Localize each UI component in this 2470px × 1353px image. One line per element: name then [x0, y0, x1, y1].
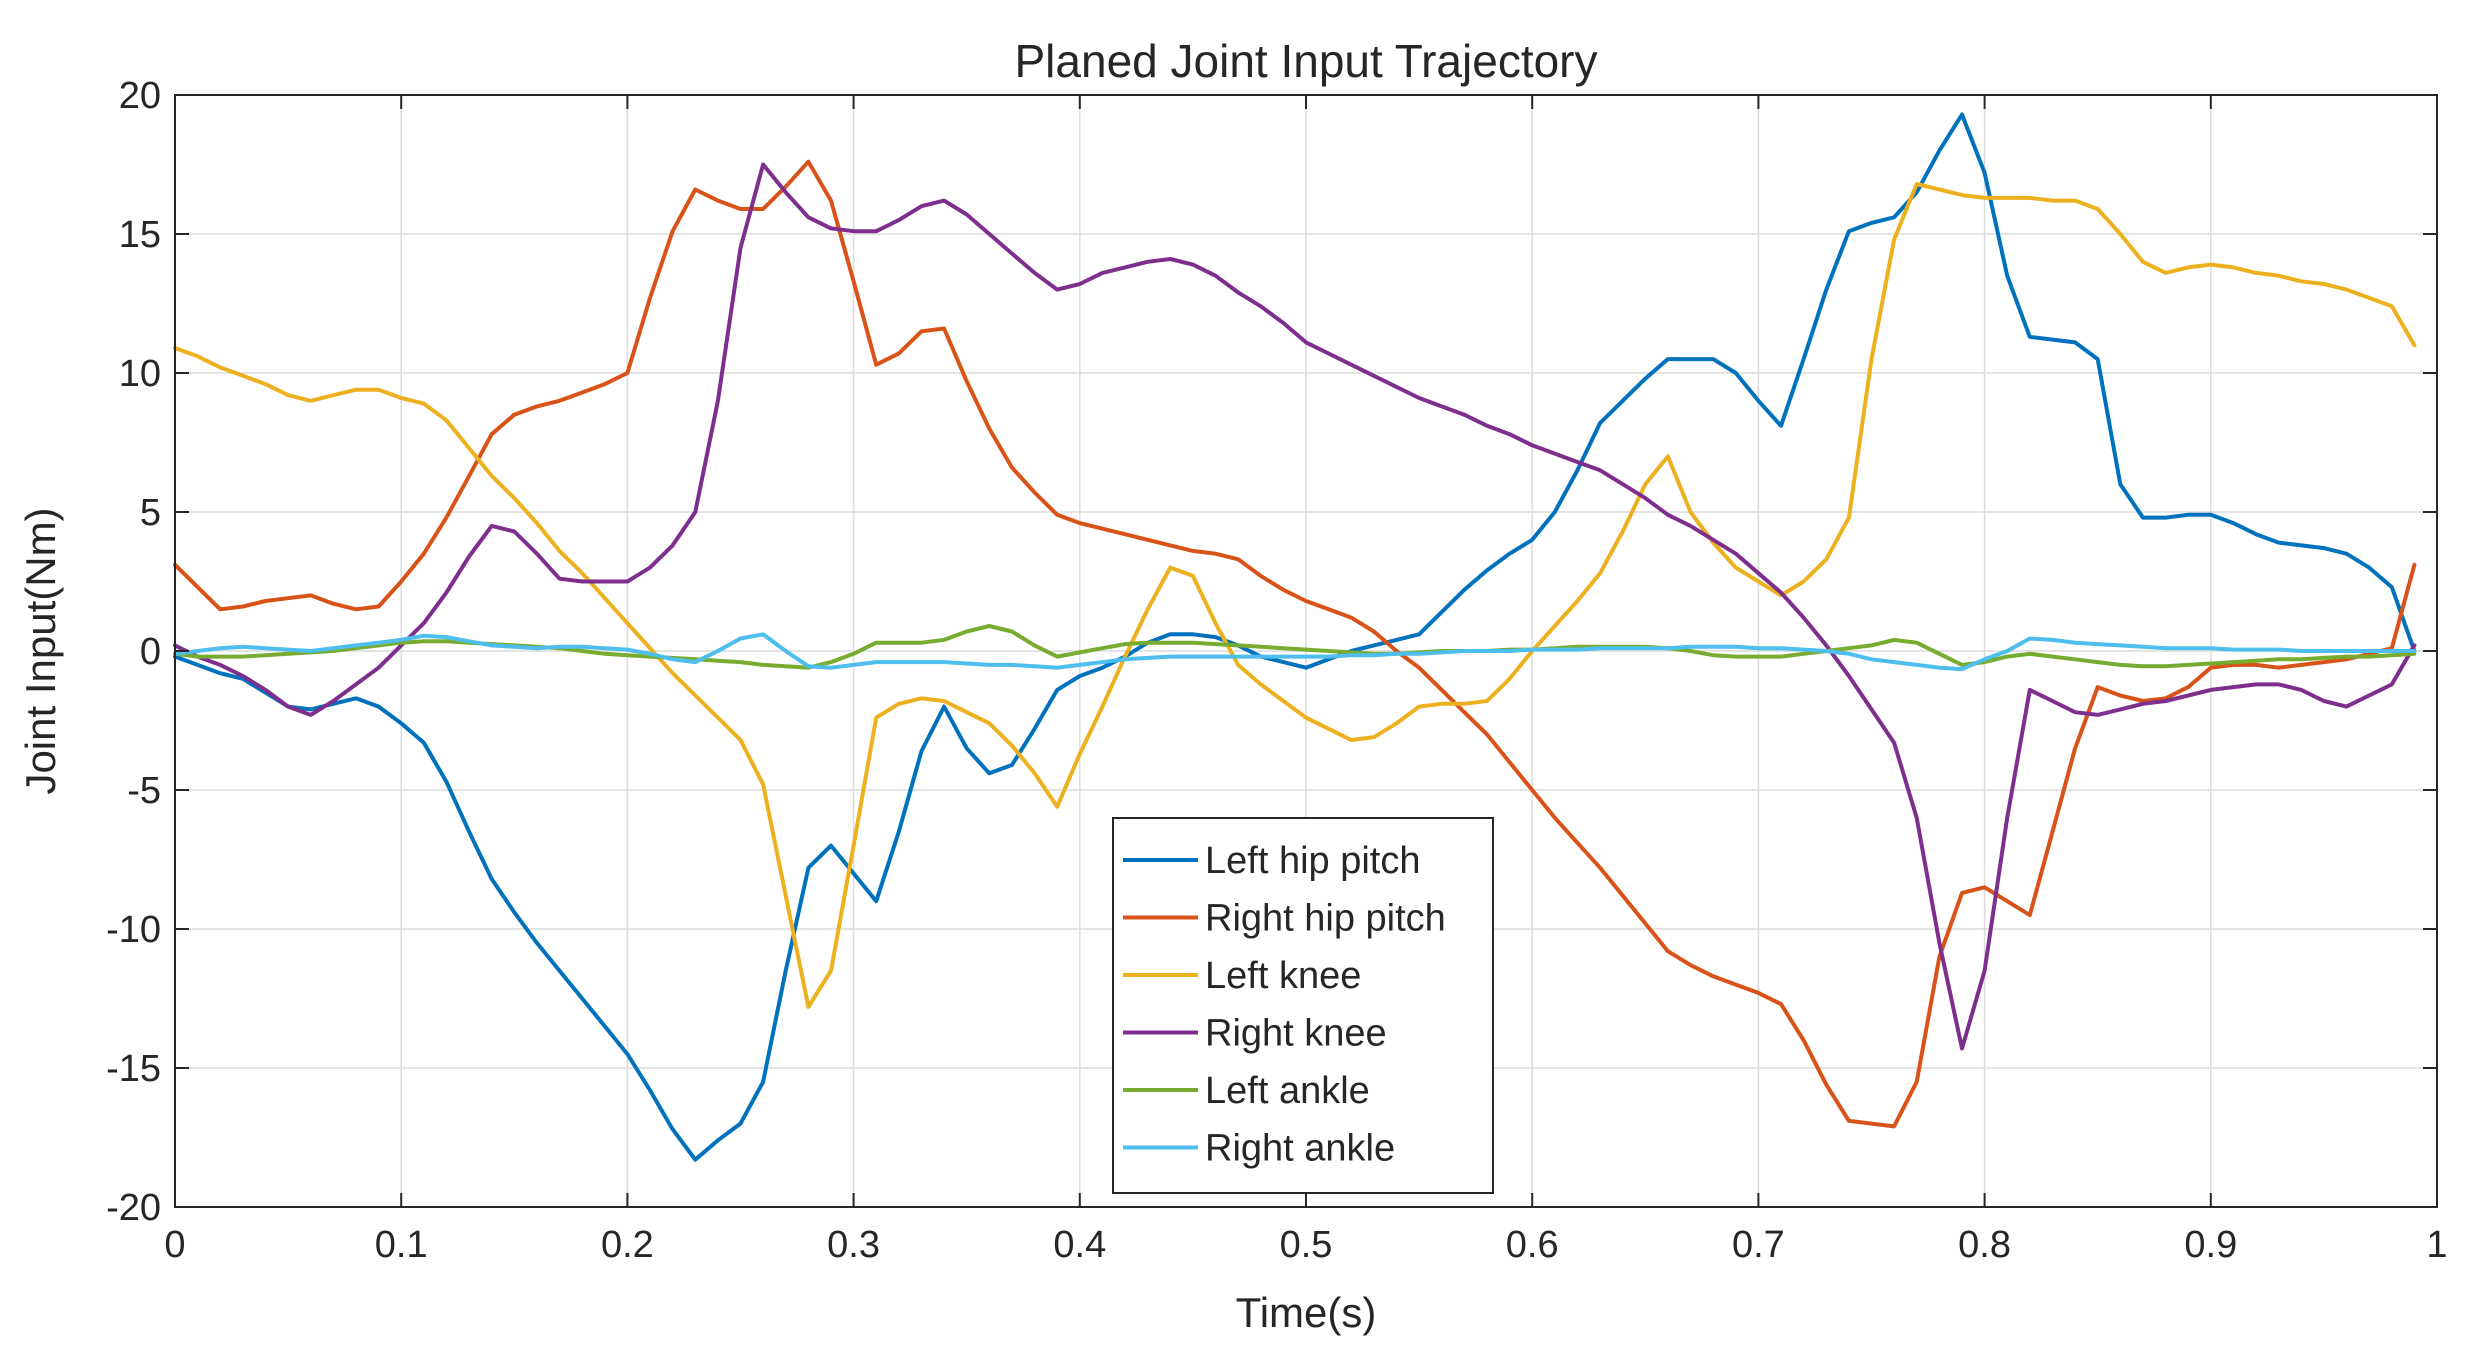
- x-tick-labels: 0 0.1 0.2 0.3 0.4 0.5 0.6 0.7 0.8 0.9 1: [164, 1224, 2447, 1266]
- x-tick-label: 0.9: [2184, 1224, 2237, 1266]
- legend: Left hip pitch Right hip pitch Left knee Ri…: [1112, 817, 1494, 1194]
- legend-box: [1112, 817, 1494, 1194]
- series-line-left-knee: [173, 182, 2417, 1009]
- y-tick-label: 10: [119, 353, 161, 395]
- x-tick-label: 0.4: [1053, 1224, 1106, 1266]
- x-tick-label: 0: [164, 1224, 185, 1266]
- legend-label-right-knee: Right knee: [1205, 1013, 1387, 1055]
- series-line-right-knee: [173, 162, 2417, 1051]
- y-tick-labels: -20 -15 -10 -5 0 5 10 15 20: [106, 75, 161, 1229]
- legend-label-right-hip-pitch: Right hip pitch: [1205, 898, 1446, 940]
- x-tick-label: 1: [2426, 1224, 2447, 1266]
- y-tick-label: 0: [140, 631, 161, 673]
- chart-title: Planed Joint Input Trajectory: [1015, 35, 1598, 87]
- series-line-right-hip-pitch: [173, 159, 2417, 1129]
- legend-label-left-hip-pitch: Left hip pitch: [1205, 840, 1420, 882]
- series-line-left-hip-pitch: [173, 112, 2417, 1162]
- y-tick-label: 15: [119, 214, 161, 256]
- y-axis-label: Joint Input(Nm): [17, 507, 64, 794]
- x-tick-label: 0.1: [375, 1224, 428, 1266]
- x-axis-label: Time(s): [1236, 1289, 1377, 1336]
- y-tick-label: -5: [127, 770, 161, 812]
- y-tick-label: 5: [140, 492, 161, 534]
- y-tick-label: -15: [106, 1048, 161, 1090]
- axis-ticks: [174, 94, 2438, 1208]
- x-tick-label: 0.3: [827, 1224, 880, 1266]
- legend-label-left-knee: Left knee: [1205, 955, 1361, 997]
- y-tick-label: -20: [106, 1187, 161, 1229]
- x-tick-label: 0.8: [1958, 1224, 2011, 1266]
- series-lines: [173, 112, 2417, 1162]
- x-tick-label: 0.7: [1732, 1224, 1785, 1266]
- y-tick-label: -10: [106, 909, 161, 951]
- series-line-right-ankle: [173, 632, 2417, 672]
- legend-label-right-ankle: Right ankle: [1205, 1128, 1395, 1170]
- x-tick-label: 0.2: [601, 1224, 654, 1266]
- x-tick-label: 0.6: [1506, 1224, 1559, 1266]
- legend-label-left-ankle: Left ankle: [1205, 1070, 1370, 1112]
- x-tick-label: 0.5: [1280, 1224, 1333, 1266]
- y-tick-label: 20: [119, 75, 161, 117]
